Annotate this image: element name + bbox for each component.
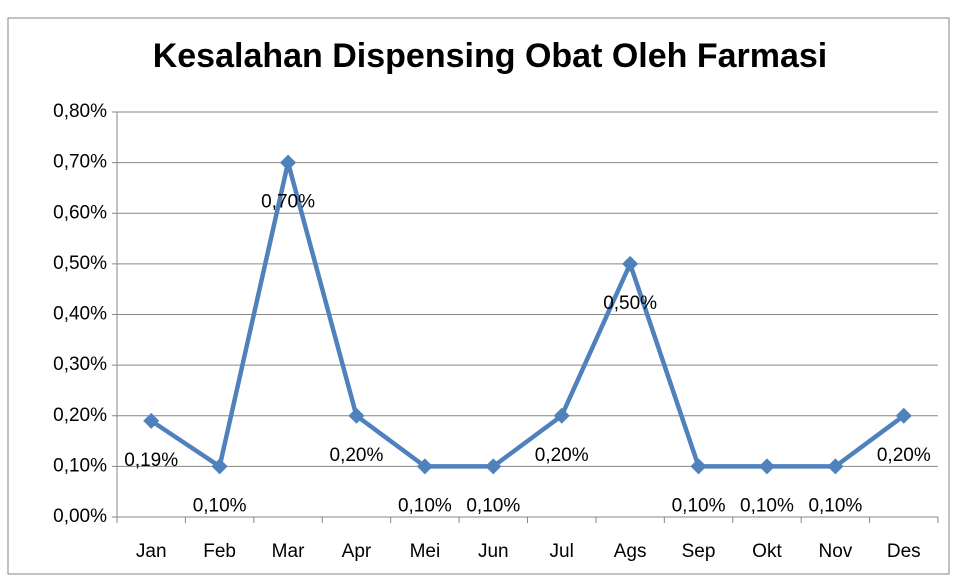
data-label: 0,10% (193, 495, 247, 516)
x-tick-label: Apr (342, 541, 372, 562)
data-marker (211, 458, 228, 475)
data-marker (690, 458, 707, 475)
data-label: 0,10% (466, 495, 520, 516)
x-tick-label: Jun (478, 541, 509, 562)
chart-border (7, 17, 950, 575)
data-line (149, 160, 906, 469)
x-tick-label: Jul (550, 541, 574, 562)
data-label: 0,20% (535, 445, 589, 466)
y-tick-label: 0,50% (53, 253, 107, 274)
data-label: 0,20% (877, 445, 931, 466)
data-marker (553, 407, 570, 424)
data-label: 0,19% (124, 450, 178, 471)
data-marker (143, 412, 160, 429)
data-marker (827, 458, 844, 475)
x-tick-label: Mei (410, 541, 441, 562)
x-tick-label: Ags (614, 541, 647, 562)
data-label: 0,50% (603, 293, 657, 314)
x-tick-label: Okt (752, 541, 782, 562)
data-marker (895, 407, 912, 424)
y-tick-label: 0,60% (53, 202, 107, 223)
chart-title: Kesalahan Dispensing Obat Oleh Farmasi (153, 37, 828, 75)
x-tick-label: Nov (818, 541, 852, 562)
y-tick-label: 0,40% (53, 304, 107, 325)
x-tick-label: Mar (272, 541, 305, 562)
y-tick-label: 0,70% (53, 152, 107, 173)
data-marker (622, 255, 639, 272)
data-label: 0,10% (740, 495, 794, 516)
x-tick-label: Feb (203, 541, 236, 562)
y-tick-label: 0,00% (53, 506, 107, 527)
data-marker (485, 458, 502, 475)
data-label: 0,70% (261, 192, 315, 213)
x-tick-label: Jan (136, 541, 167, 562)
y-tick-label: 0,20% (53, 405, 107, 426)
data-label: 0,20% (330, 445, 384, 466)
data-marker (758, 458, 775, 475)
x-tick-label: Sep (682, 541, 716, 562)
y-tick-label: 0,30% (53, 354, 107, 375)
data-label: 0,10% (808, 495, 862, 516)
data-label: 0,10% (672, 495, 726, 516)
data-marker (416, 458, 433, 475)
x-tick-label: Des (887, 541, 921, 562)
y-tick-label: 0,10% (53, 455, 107, 476)
data-label: 0,10% (398, 495, 452, 516)
y-tick-label: 0,80% (53, 101, 107, 122)
data-marker (348, 407, 365, 424)
data-marker (280, 154, 297, 171)
